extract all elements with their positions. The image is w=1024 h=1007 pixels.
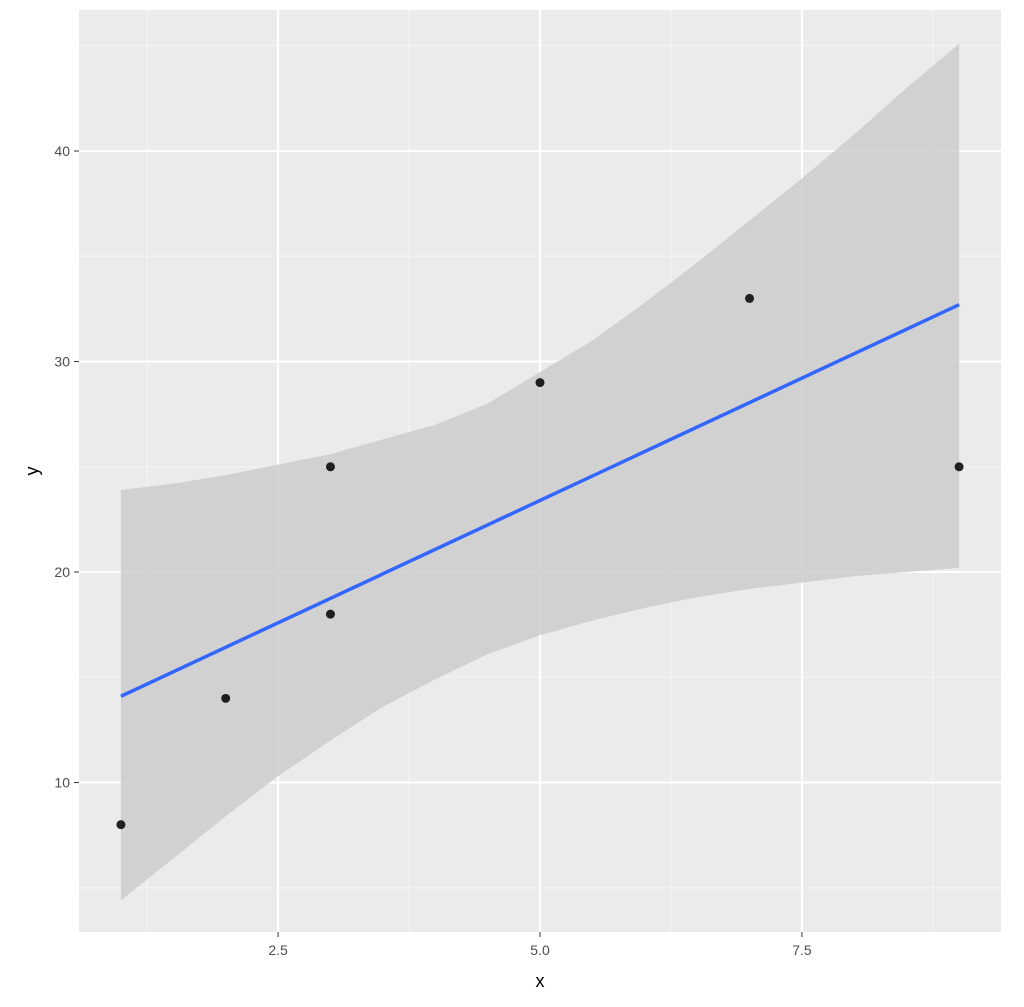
y-axis-title: y <box>22 467 42 476</box>
x-axis-title: x <box>536 971 545 991</box>
data-point <box>325 462 335 472</box>
x-axis-ticks: 2.5 5.0 7.5 <box>268 932 812 958</box>
x-tick-label: 7.5 <box>792 942 812 958</box>
y-tick-label: 20 <box>54 564 70 580</box>
data-point <box>745 293 755 303</box>
y-tick-label: 10 <box>54 775 70 791</box>
x-tick-label: 2.5 <box>268 942 288 958</box>
data-point <box>954 462 964 472</box>
y-tick-label: 30 <box>54 354 70 370</box>
confidence-band <box>120 43 960 901</box>
data-points <box>116 293 964 830</box>
y-tick-label: 40 <box>54 143 70 159</box>
data-point <box>535 378 545 388</box>
x-tick-label: 5.0 <box>530 942 550 958</box>
y-axis-ticks: 10 20 30 40 <box>54 143 79 791</box>
data-point <box>116 820 126 830</box>
data-point <box>221 693 231 703</box>
regression-line <box>120 303 960 698</box>
data-point <box>325 609 335 619</box>
